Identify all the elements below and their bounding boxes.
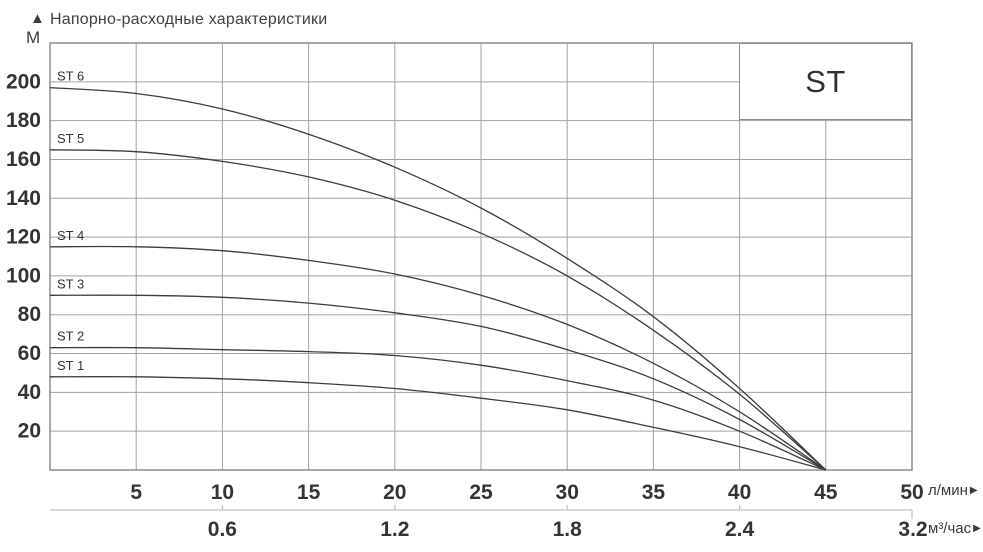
x-tick-label: 45 bbox=[814, 481, 838, 504]
y-tick-label: 100 bbox=[6, 264, 41, 287]
x-tick-label: 15 bbox=[297, 481, 321, 504]
x-tick-label: 50 bbox=[900, 481, 923, 504]
x-axis-unit-secondary-text: м³/час bbox=[928, 520, 972, 537]
curve-label-st-2: ST 2 bbox=[57, 329, 84, 344]
plot-border bbox=[49, 42, 913, 471]
y-tick-label: 160 bbox=[6, 148, 41, 171]
curve-label-st-3: ST 3 bbox=[57, 276, 84, 291]
y-tick-label: 120 bbox=[6, 226, 41, 249]
x-axis-unit-primary-text: л/мин bbox=[928, 482, 968, 499]
y-tick-label: 40 bbox=[18, 381, 41, 404]
x2-tick-label: 2.4 bbox=[725, 518, 755, 541]
chart-title: Напорно-расходные характеристики bbox=[50, 11, 328, 28]
series-curve-st-4 bbox=[49, 245, 827, 471]
y-axis-up-arrow-icon: ▲ bbox=[30, 10, 45, 27]
x2-tick-label: 1.8 bbox=[553, 518, 583, 541]
x2-axis-right-arrow-icon: ▶ bbox=[973, 523, 981, 534]
y-tick-label: 60 bbox=[18, 342, 41, 365]
x-tick-label: 30 bbox=[556, 481, 579, 504]
curve-label-st-5: ST 5 bbox=[57, 131, 84, 146]
x2-tick-label: 0.6 bbox=[208, 518, 237, 541]
x-axis-right-arrow-icon: ▶ bbox=[969, 485, 978, 496]
x2-tick-label: 1.2 bbox=[380, 518, 409, 541]
curve-label-st-4: ST 4 bbox=[57, 228, 84, 243]
y-tick-label: 140 bbox=[6, 187, 41, 210]
series-curve-st-2 bbox=[49, 346, 827, 471]
series-curve-st-6 bbox=[49, 86, 827, 471]
x-tick-label: 35 bbox=[642, 481, 666, 504]
x-axis-unit-secondary: м³/час ▶ bbox=[928, 521, 981, 537]
x-tick-label: 40 bbox=[728, 481, 751, 504]
x2-tick-label: 3.2 bbox=[898, 518, 927, 541]
series-curve-st-3 bbox=[49, 294, 827, 471]
series-family-label: ST bbox=[805, 63, 846, 99]
x-tick-label: 10 bbox=[211, 481, 234, 504]
x-tick-label: 25 bbox=[469, 481, 493, 504]
y-tick-label: 80 bbox=[18, 303, 41, 326]
y-tick-label: 20 bbox=[18, 420, 41, 443]
x-tick-label: 20 bbox=[383, 481, 406, 504]
curve-label-st-1: ST 1 bbox=[57, 358, 84, 373]
x-axis-unit-primary: л/мин ▶ bbox=[928, 483, 978, 499]
y-tick-label: 200 bbox=[6, 70, 41, 93]
series-curve-st-1 bbox=[49, 376, 826, 471]
series-family-label-box: ST bbox=[739, 43, 912, 120]
series-curve-st-5 bbox=[49, 149, 827, 471]
curve-label-st-6: ST 6 bbox=[57, 69, 84, 84]
y-axis-unit-label: М bbox=[26, 28, 41, 47]
y-tick-label: 180 bbox=[6, 109, 41, 132]
x-tick-label: 5 bbox=[130, 481, 142, 504]
